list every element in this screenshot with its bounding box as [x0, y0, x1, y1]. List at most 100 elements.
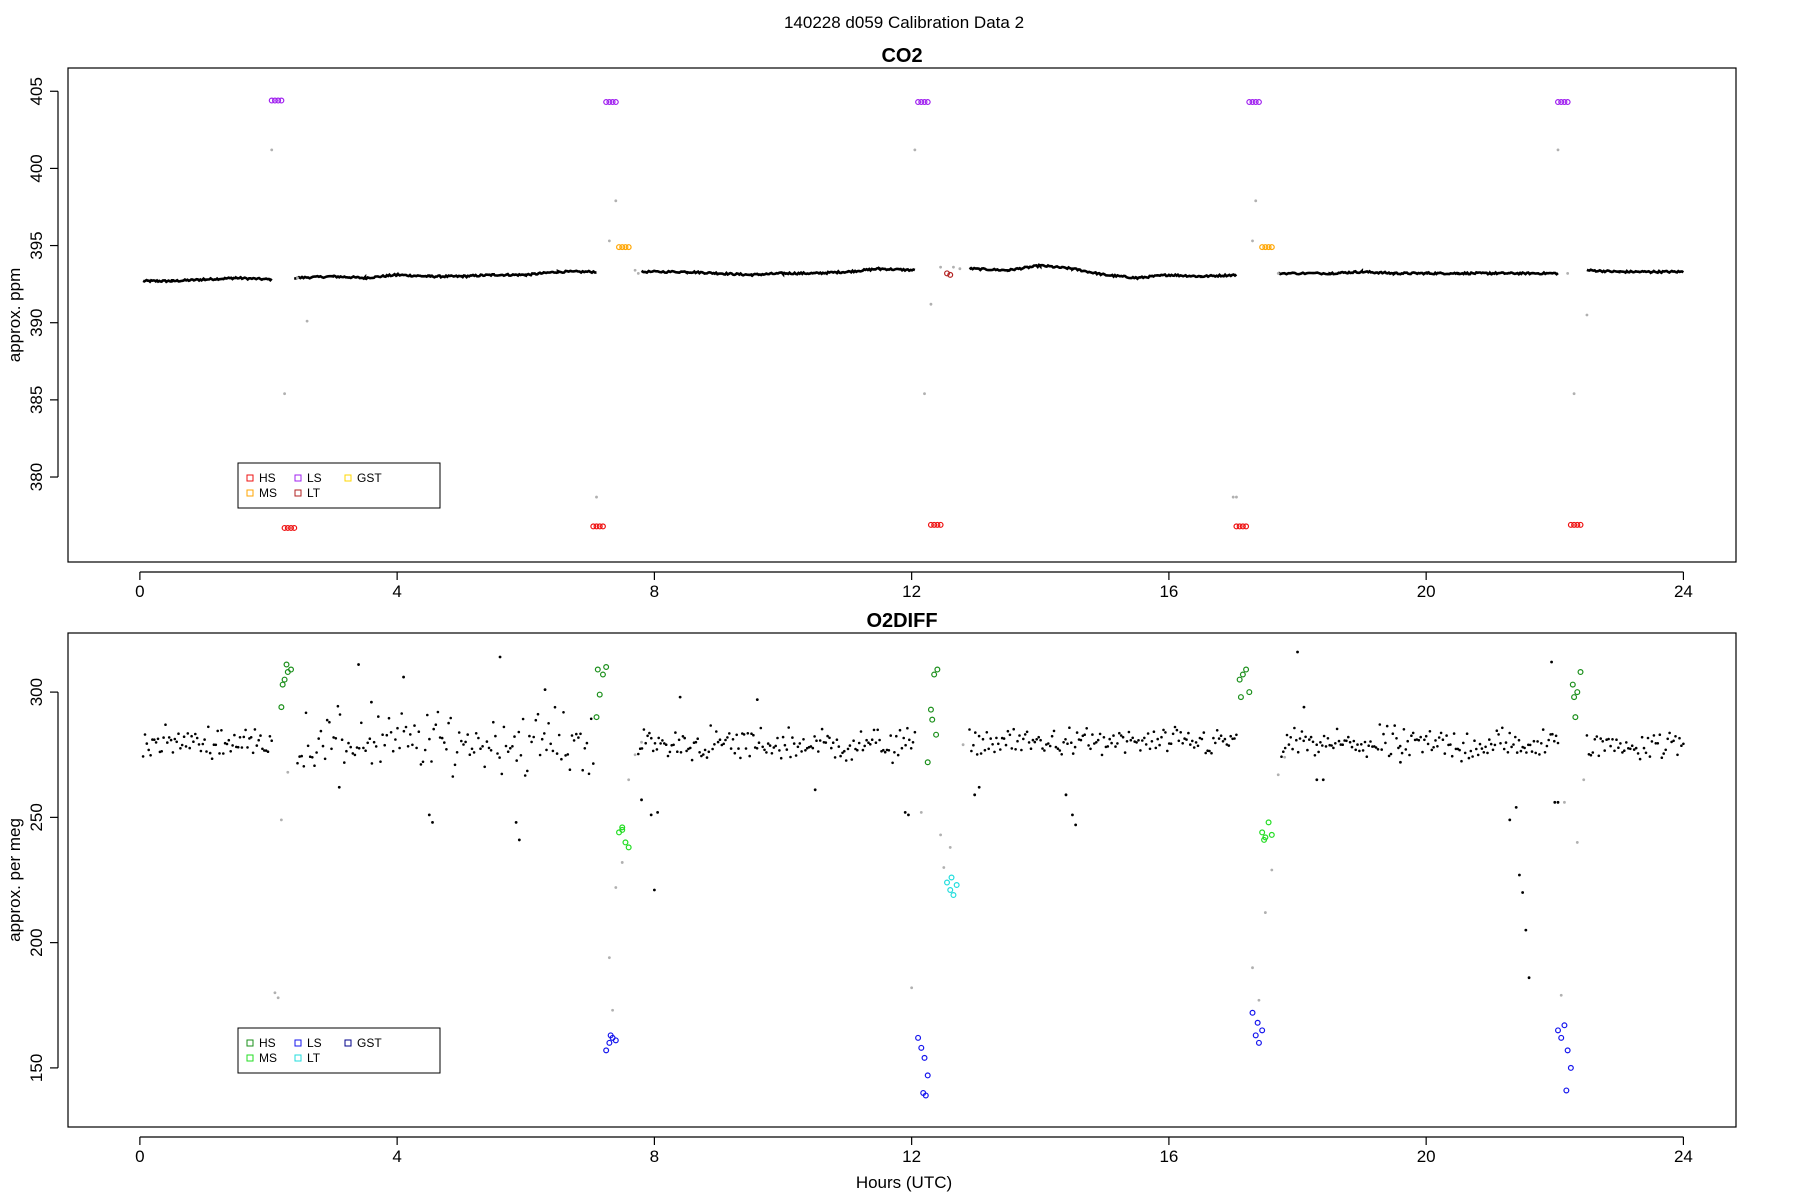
o2diff-sample-point [1460, 759, 1463, 763]
o2diff-transition-point [961, 743, 965, 747]
o2diff-transition-point [279, 818, 283, 822]
o2diff-sample-point [370, 700, 373, 704]
co2-transition-point [1585, 313, 1589, 317]
o2diff-sample-point [1617, 746, 1620, 749]
co2-x-tick-label: 0 [135, 582, 144, 601]
o2diff-sample-point [690, 758, 694, 762]
o2diff-sample-point [468, 753, 472, 756]
o2diff-sample-point [815, 739, 818, 742]
o2diff-sample-point [517, 838, 521, 842]
o2diff-sample-point [889, 734, 892, 737]
o2diff-sample-point [357, 747, 361, 750]
o2diff-sample-point [703, 748, 707, 752]
co2-sample-line [1277, 268, 1559, 277]
o2diff-sample-point [1664, 748, 1667, 752]
o2diff-sample-point [1585, 734, 1589, 737]
o2diff-sample-point [859, 730, 863, 733]
o2diff-transition-point [633, 753, 637, 757]
o2diff-sample-point [1143, 736, 1146, 740]
o2diff-sample-point [1547, 738, 1550, 742]
o2diff-sample-point [195, 736, 199, 740]
o2diff-sample-point [492, 720, 495, 724]
o2diff-sample-point [1454, 747, 1458, 751]
o2diff-sample-point [913, 730, 917, 734]
o2diff-sample-point [906, 726, 909, 730]
o2diff-sample-point [694, 740, 698, 744]
o2diff-sample-point [1008, 733, 1012, 737]
o2diff-sample-point [1106, 745, 1110, 748]
o2diff-sample-point [1287, 743, 1291, 746]
o2diff-sample-point [1553, 800, 1557, 804]
o2diff-sample-point [1502, 747, 1506, 751]
o2diff-transition-point [607, 956, 611, 960]
o2diff-sample-point [1311, 740, 1315, 744]
o2diff-sample-point [1493, 743, 1497, 747]
o2diff-sample-point [870, 738, 874, 741]
o2diff-sample-point [1423, 738, 1426, 742]
o2diff-sample-point [1400, 751, 1404, 755]
o2diff-sample-point [338, 713, 342, 716]
o2diff-sample-point [1524, 928, 1528, 932]
o2diff-sample-point [1221, 740, 1225, 743]
o2diff-sample-point [676, 750, 679, 753]
co2-ls-point [1564, 99, 1571, 106]
o2diff-sample-point [1369, 740, 1372, 743]
o2diff-sample-point [538, 753, 542, 757]
o2diff-sample-point [800, 750, 803, 753]
o2diff-sample-point [1551, 732, 1554, 736]
o2diff-transition-point [286, 770, 290, 774]
co2-data-layer [142, 97, 1685, 531]
o2diff-hs-point [283, 661, 290, 668]
o2diff-sample-point [1175, 728, 1179, 732]
o2diff-sample-point [646, 734, 649, 738]
o2diff-sample-point [1068, 726, 1071, 729]
o2diff-sample-point [1629, 747, 1632, 751]
co2-hs-point [284, 524, 291, 531]
o2diff-sample-point [970, 749, 973, 753]
o2diff-x-tick-label: 8 [650, 1147, 659, 1166]
o2diff-sample-point [587, 772, 591, 776]
o2diff-sample-point [826, 734, 829, 738]
o2diff-sample-point [820, 727, 824, 731]
o2diff-sample-point [515, 759, 518, 762]
co2-ls-point [609, 99, 616, 106]
o2diff-ms-point [619, 824, 626, 831]
o2diff-sample-point [1480, 747, 1484, 750]
o2diff-sample-point [438, 736, 442, 739]
o2diff-sample-point [1158, 743, 1161, 747]
o2diff-sample-point [1330, 744, 1333, 747]
o2diff-sample-point [1638, 757, 1642, 761]
o2diff-sample-point [313, 764, 316, 767]
o2diff-sample-point [455, 751, 459, 754]
o2diff-sample-point [240, 746, 244, 749]
o2diff-transition-point [939, 833, 942, 837]
o2diff-sample-point [526, 769, 529, 773]
o2diff-transition-point [627, 778, 631, 782]
co2-transition-point [636, 271, 640, 275]
o2diff-transition-point [640, 740, 643, 744]
o2diff-sample-point [1116, 742, 1119, 745]
o2diff-sample-point [1283, 746, 1287, 750]
o2diff-sample-point [1192, 746, 1196, 749]
o2diff-sample-point [1354, 748, 1357, 752]
o2diff-y-axis-title: approx. per meg [5, 818, 24, 942]
o2diff-sample-point [1402, 728, 1406, 731]
co2-ls-point [606, 99, 613, 106]
o2diff-sample-point [357, 663, 360, 666]
o2diff-sample-point [1198, 736, 1202, 740]
o2diff-sample-point [332, 736, 335, 739]
co2-legend-swatch-ls [294, 474, 302, 482]
o2diff-sample-point [876, 728, 879, 732]
o2diff-sample-point [1380, 748, 1383, 751]
o2diff-sample-point [231, 744, 234, 747]
o2diff-ls-point [1563, 1087, 1570, 1094]
o2diff-sample-point [534, 718, 538, 722]
o2diff-sample-point [720, 743, 724, 747]
o2diff-sample-point [1204, 751, 1207, 755]
o2diff-x-tick-label: 0 [135, 1147, 144, 1166]
co2-transition-point [270, 148, 274, 152]
o2diff-sample-point [432, 727, 436, 731]
o2diff-sample-point [908, 738, 911, 742]
o2diff-sample-point [426, 713, 429, 717]
o2diff-sample-point [1081, 734, 1085, 738]
